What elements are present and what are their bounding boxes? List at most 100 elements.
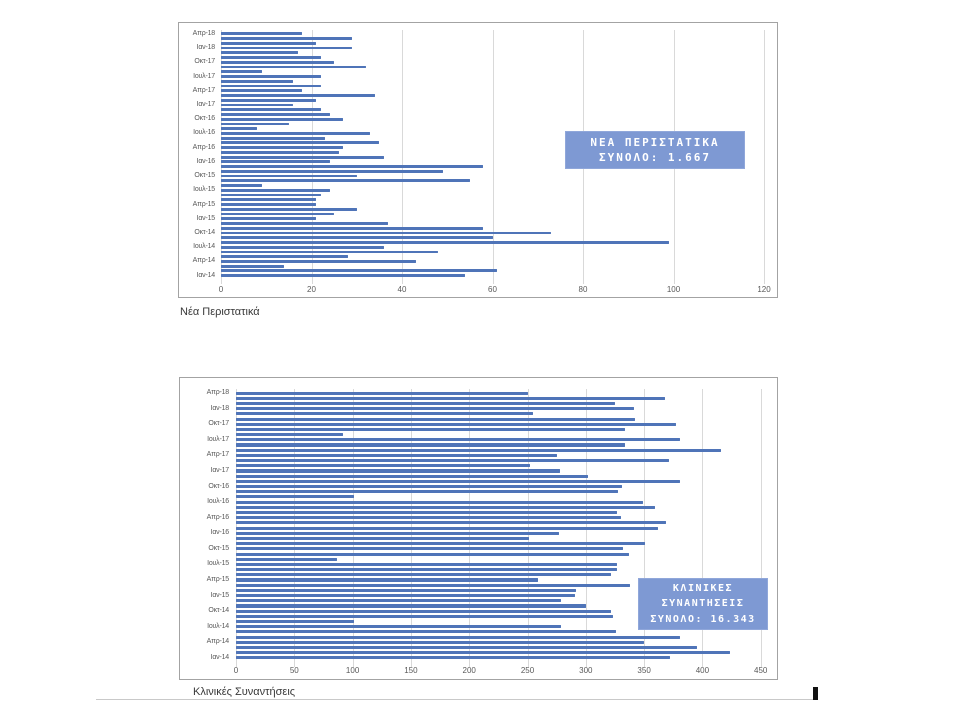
bar: [236, 443, 626, 447]
gridline: [764, 29, 765, 284]
bar: [221, 79, 294, 83]
x-tick-label: 150: [404, 666, 418, 675]
y-axis-label: Ιουλ-17: [193, 72, 215, 80]
total-label-box-clinical-meetings: ΚΛΙΝΙΚΕΣ ΣΥΝΑΝΤΗΣΕΙΣ ΣΥΝΟΛΟ: 16.343: [638, 578, 768, 630]
bar: [236, 526, 659, 530]
gridline: [760, 388, 762, 667]
bar: [221, 113, 330, 116]
y-axis-label: Οκτ-16: [194, 115, 215, 123]
bar: [236, 536, 529, 541]
bar: [221, 132, 371, 135]
bar: [236, 542, 646, 546]
bar: [221, 274, 466, 278]
bar: [221, 70, 262, 74]
bar: [236, 474, 589, 478]
bar: [236, 635, 681, 639]
x-tick-label: 100: [666, 285, 681, 294]
bar: [221, 37, 353, 40]
bar: [221, 65, 366, 69]
bar: [221, 184, 262, 187]
bar: [221, 160, 330, 164]
x-tick-label: 60: [488, 285, 497, 294]
bar: [221, 84, 321, 88]
bar: [236, 562, 618, 566]
bar: [221, 212, 335, 216]
bar: [221, 245, 384, 249]
bar: [221, 127, 258, 131]
x-tick-label: 80: [578, 285, 588, 294]
bar: [236, 448, 722, 452]
bar: [221, 207, 357, 211]
bar: [236, 645, 697, 650]
bar: [236, 510, 618, 515]
gridline: [402, 29, 403, 284]
x-tick-label: 50: [289, 666, 299, 675]
y-axis-label: Ιαν-15: [210, 591, 230, 599]
total-label-box-new-cases: ΝΕΑ ΠΕΡΙΣΤΑΤΙΚΑ ΣΥΝΟΛΟ: 1.667: [565, 131, 745, 169]
bar: [236, 453, 557, 457]
bar: [236, 412, 534, 416]
y-axis-label: Απρ-17: [192, 86, 216, 94]
bar: [221, 141, 380, 145]
bar: [236, 459, 669, 463]
bar: [236, 573, 612, 577]
bar: [236, 469, 561, 473]
bar: [221, 103, 294, 107]
bar: [221, 260, 416, 263]
y-axis-label: Ιαν-17: [210, 466, 230, 474]
y-axis-label: Ιουλ-16: [193, 129, 215, 137]
bar: [221, 226, 484, 230]
y-axis-label: Οκτ-14: [208, 607, 229, 615]
x-tick-label: 350: [637, 666, 651, 675]
x-tick-label: 0: [218, 285, 224, 294]
y-axis-label: Απρ-18: [192, 29, 216, 37]
bar: [236, 594, 576, 598]
bar: [236, 464, 530, 468]
x-tick-label: 0: [233, 666, 239, 675]
x-tick-label: 100: [345, 666, 360, 675]
bar: [236, 625, 562, 629]
bar: [236, 516, 621, 520]
chart-frame-clinical-meetings: 0 50 100 150 200 250 300 350 400 450 Απρ-18 Ιαν-18 Ο…: [179, 377, 778, 680]
chart-caption-new-cases: Νέα Περιστατικά: [180, 306, 260, 318]
bar: [236, 599, 562, 603]
x-tick-label: 20: [307, 285, 316, 294]
y-axis-label: Ιουλ-14: [207, 622, 229, 630]
bar: [236, 401, 615, 406]
bar: [236, 407, 634, 411]
x-tick-label: 300: [579, 666, 593, 675]
bar: [236, 604, 586, 608]
x-tick-label: 40: [397, 285, 407, 294]
bar: [236, 583, 631, 587]
bar: [221, 188, 330, 192]
bar: [236, 531, 559, 535]
bar: [236, 479, 681, 483]
bar: [221, 269, 498, 273]
bar: [236, 552, 629, 556]
y-axis-label: Ιαν-16: [210, 529, 230, 537]
x-tick-label: 450: [754, 666, 768, 675]
x-tick-label: 400: [695, 666, 710, 675]
y-axis-label: Ιαν-16: [196, 157, 216, 165]
bar: [221, 155, 384, 159]
bar: [221, 264, 285, 268]
bar: [221, 51, 298, 55]
bar: [221, 46, 353, 50]
y-axis-label: Ιαν-18: [196, 44, 216, 52]
bar: [221, 146, 344, 150]
y-axis-label: Οκτ-16: [208, 482, 229, 490]
footer-divider-line: [96, 699, 814, 700]
bar: [221, 217, 317, 221]
bar: [236, 630, 617, 634]
bar: [221, 41, 317, 45]
bar: [236, 578, 538, 582]
bar: [221, 60, 335, 64]
bar: [236, 438, 681, 442]
bar: [221, 255, 348, 259]
y-axis-label: Απρ-18: [206, 389, 230, 397]
bar: [236, 417, 635, 421]
y-axis-label: Οκτ-15: [208, 544, 229, 552]
bar: [236, 490, 619, 494]
bar: [221, 117, 344, 121]
total-label-line: ΣΥΝΟΛΟ: 1.667: [598, 151, 712, 164]
